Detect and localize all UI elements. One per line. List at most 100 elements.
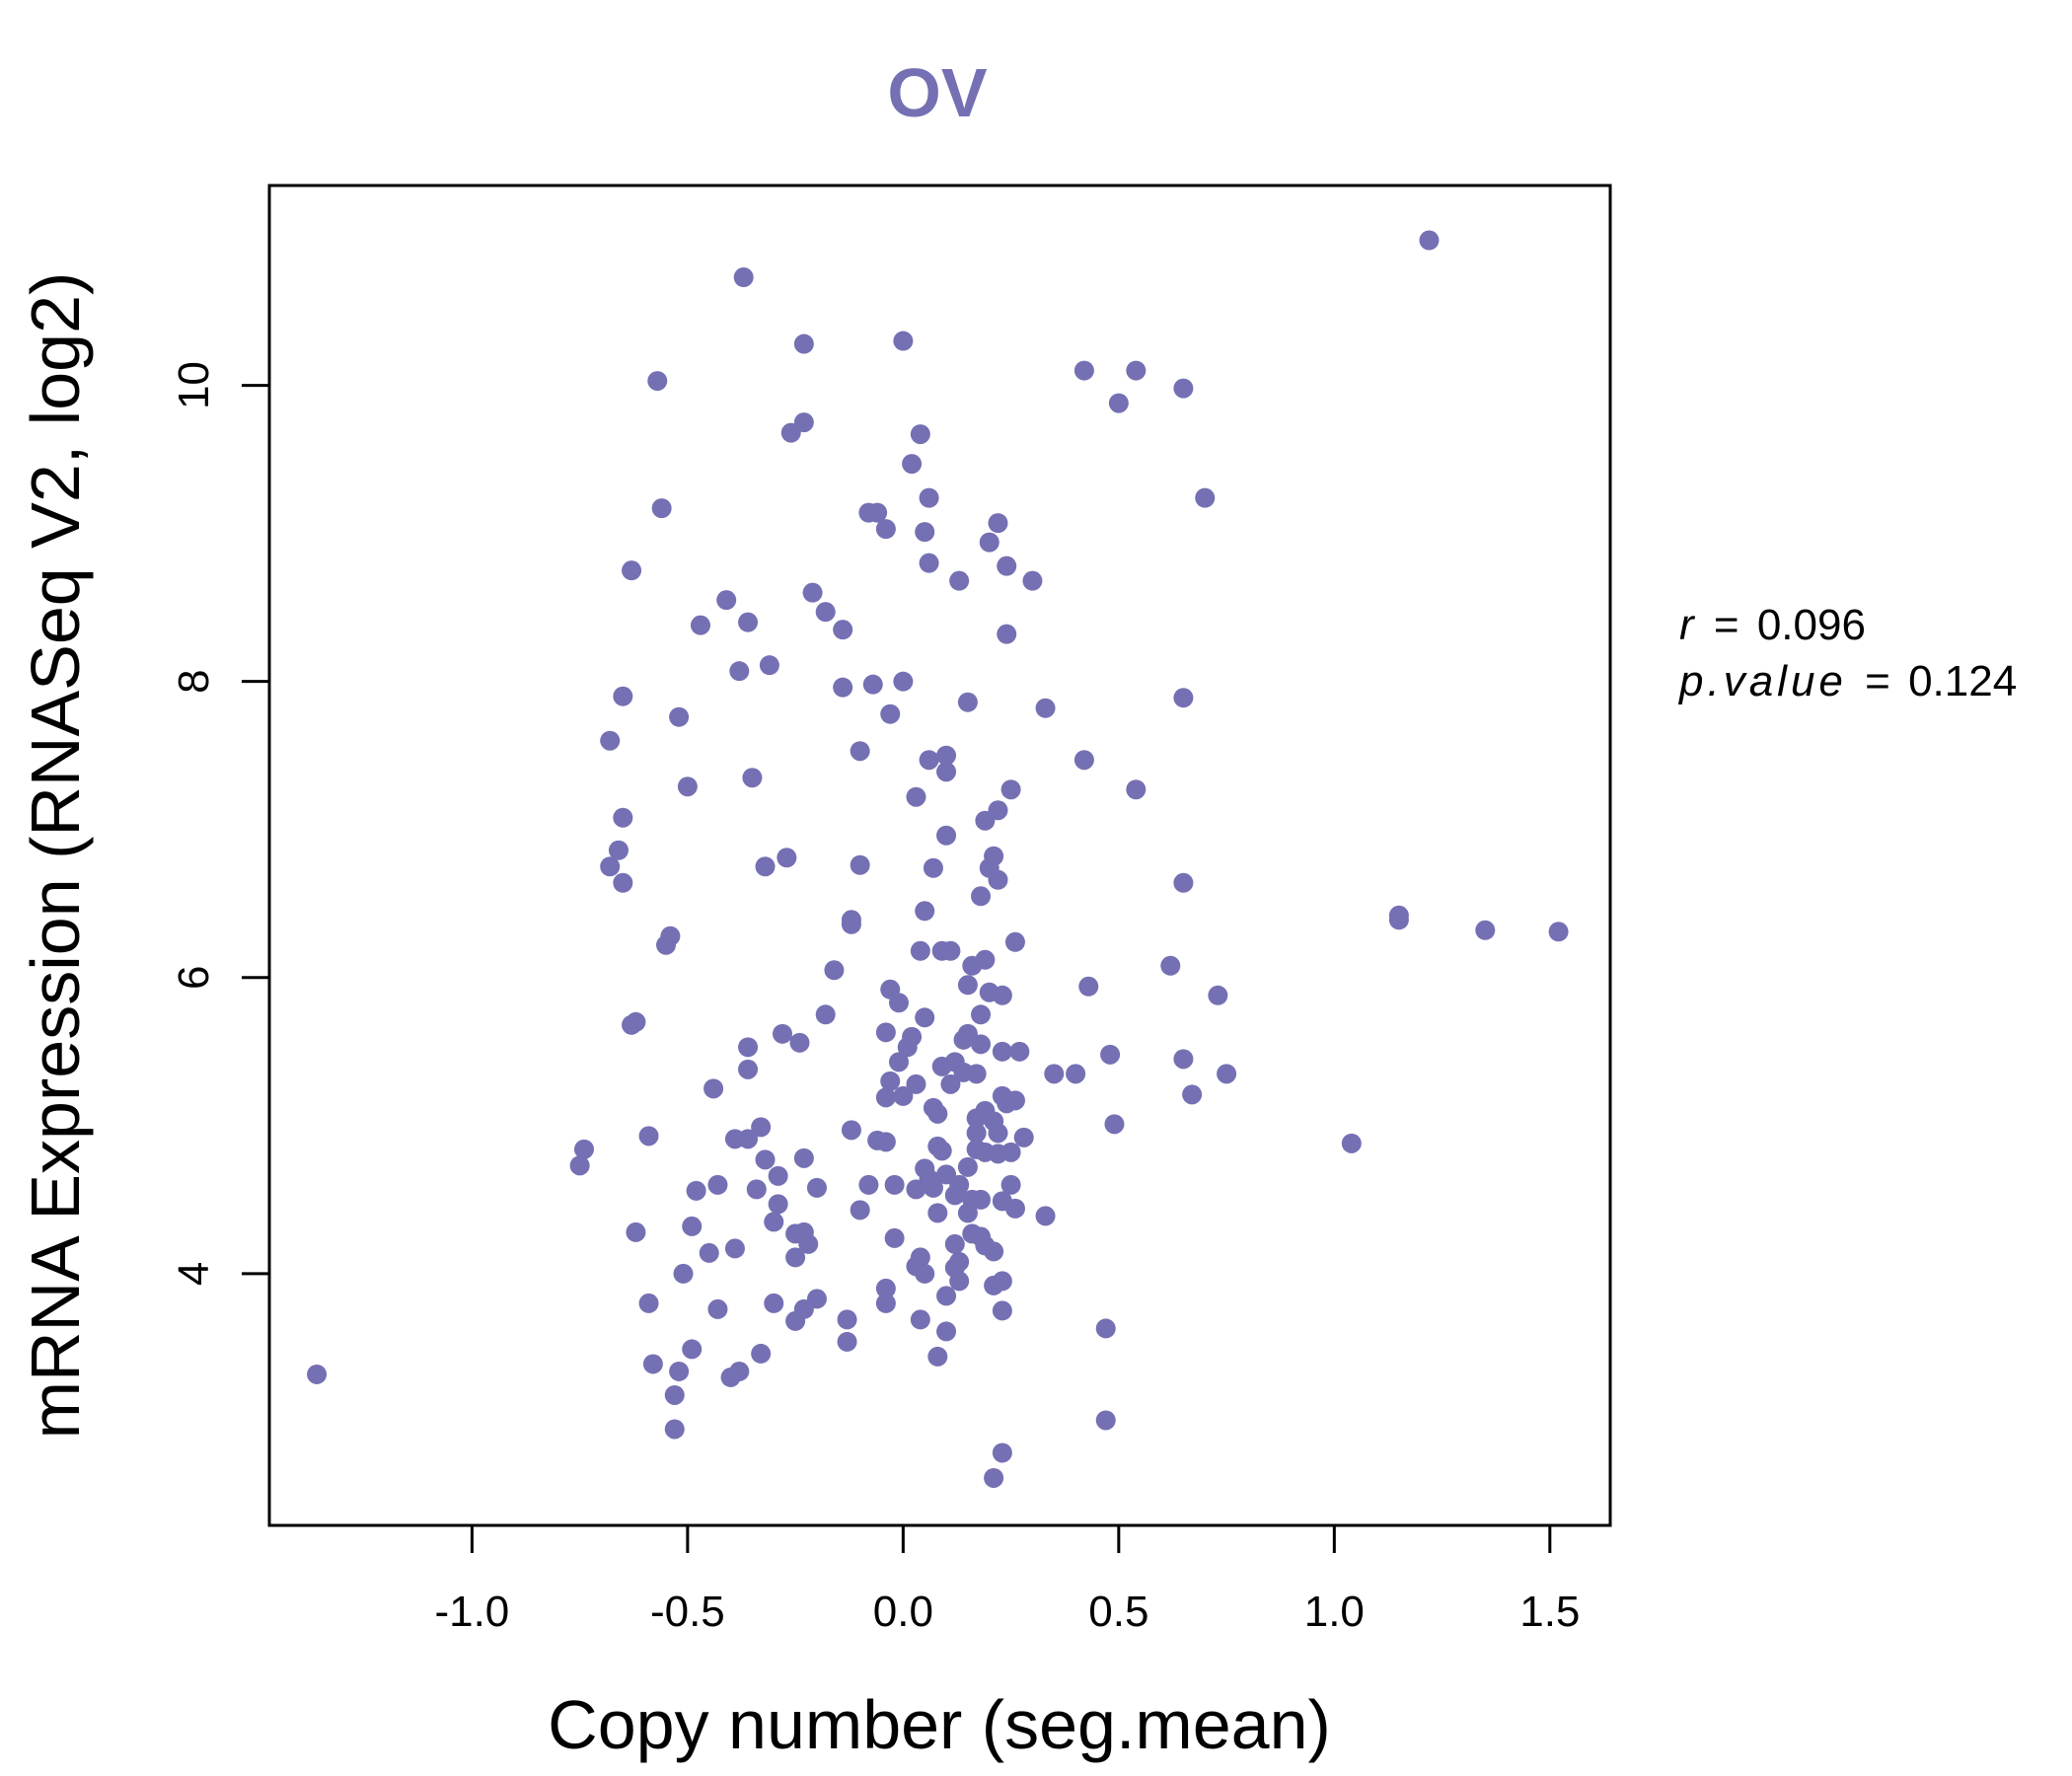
data-point [971,1034,992,1055]
data-point [915,1007,935,1028]
data-point [837,1331,857,1352]
data-point [875,519,896,540]
data-point [997,624,1017,644]
data-point [682,1216,703,1236]
data-point [858,1174,879,1195]
data-point [910,424,930,445]
data-point [884,1174,905,1195]
y-axis: 4 6 8 10 [170,361,271,1286]
data-point [992,1041,1012,1062]
y-tick-label: 8 [170,669,218,693]
data-point [699,1242,719,1263]
data-point [936,1286,957,1306]
data-point [915,1263,935,1284]
data-point [642,1354,663,1374]
data-point [573,1139,594,1159]
data-point [1104,1114,1125,1135]
data-point [764,1293,784,1313]
data-point [949,570,970,591]
data-point [919,750,939,771]
r-equals: = [1714,601,1739,649]
p-stat: p.value = 0.124 [1677,657,2017,705]
data-point [1173,1049,1194,1070]
data-point [707,1174,728,1195]
data-point [927,1346,948,1367]
data-point [751,1117,772,1138]
data-point [716,590,737,611]
data-point [888,1052,909,1073]
data-point [1000,779,1021,800]
data-point [841,910,861,930]
x-tick-label: 1.5 [1519,1588,1580,1636]
data-point [906,786,926,807]
data-point [793,333,814,354]
data-point [850,741,870,762]
y-axis-label: mRNA Expression (RNASeq V2, log2) [17,272,94,1440]
data-point [1173,688,1194,708]
data-point [1095,1318,1116,1339]
data-point [664,1384,685,1405]
data-point [793,412,814,433]
data-point [975,949,996,970]
y-tick-label: 6 [170,966,218,990]
data-point [966,1064,987,1084]
data-point [984,846,1004,866]
data-point [1173,378,1194,399]
data-point [867,502,888,523]
data-point [992,1300,1012,1321]
data-point [957,692,978,712]
data-point [893,671,914,692]
data-point [997,555,1017,576]
data-point [949,1251,970,1272]
data-point [893,331,914,351]
data-point [927,1103,948,1124]
data-point [923,1177,943,1198]
data-point [682,1339,703,1360]
data-point [1182,1084,1203,1105]
data-point [949,1271,970,1292]
data-point [992,1271,1012,1292]
data-point [923,857,943,878]
data-point [936,745,957,766]
data-point [806,1289,827,1309]
data-point [915,901,935,922]
data-point [841,1120,861,1141]
data-point [1475,920,1496,940]
data-point [673,1263,694,1284]
data-point [1000,1142,1021,1162]
data-point [1126,360,1147,381]
data-point [875,1293,896,1313]
data-point [1341,1133,1362,1153]
data-point [893,1085,914,1106]
data-point [600,730,621,751]
data-point [1013,1127,1034,1147]
data-point [622,560,642,581]
r-stat: r = 0.096 [1679,601,1866,649]
data-point [940,1073,961,1094]
data-point [1108,393,1129,413]
data-point [1548,922,1569,942]
data-point [875,1132,896,1152]
data-point [862,674,883,695]
data-point [742,768,763,788]
data-point [850,854,870,875]
data-point [1208,985,1228,1005]
data-point [936,1321,957,1342]
data-point [910,1309,930,1330]
x-axis: -1.0 -0.5 0.0 0.5 1.0 1.5 [434,1523,1580,1636]
correlation-stats: r = 0.096 p.value = 0.124 [1677,601,2017,705]
data-point [626,1221,646,1242]
data-point [1419,230,1440,251]
data-point [984,1467,1004,1488]
data-point [902,454,923,475]
data-points [307,230,1569,1488]
data-point [1009,1041,1030,1062]
data-point [888,993,909,1013]
data-point [785,1247,806,1268]
data-point [884,1227,905,1248]
x-tick-label: -0.5 [650,1588,725,1636]
data-point [837,1309,857,1330]
data-point [988,513,1008,534]
data-point [988,800,1008,821]
data-point [1044,1064,1065,1084]
